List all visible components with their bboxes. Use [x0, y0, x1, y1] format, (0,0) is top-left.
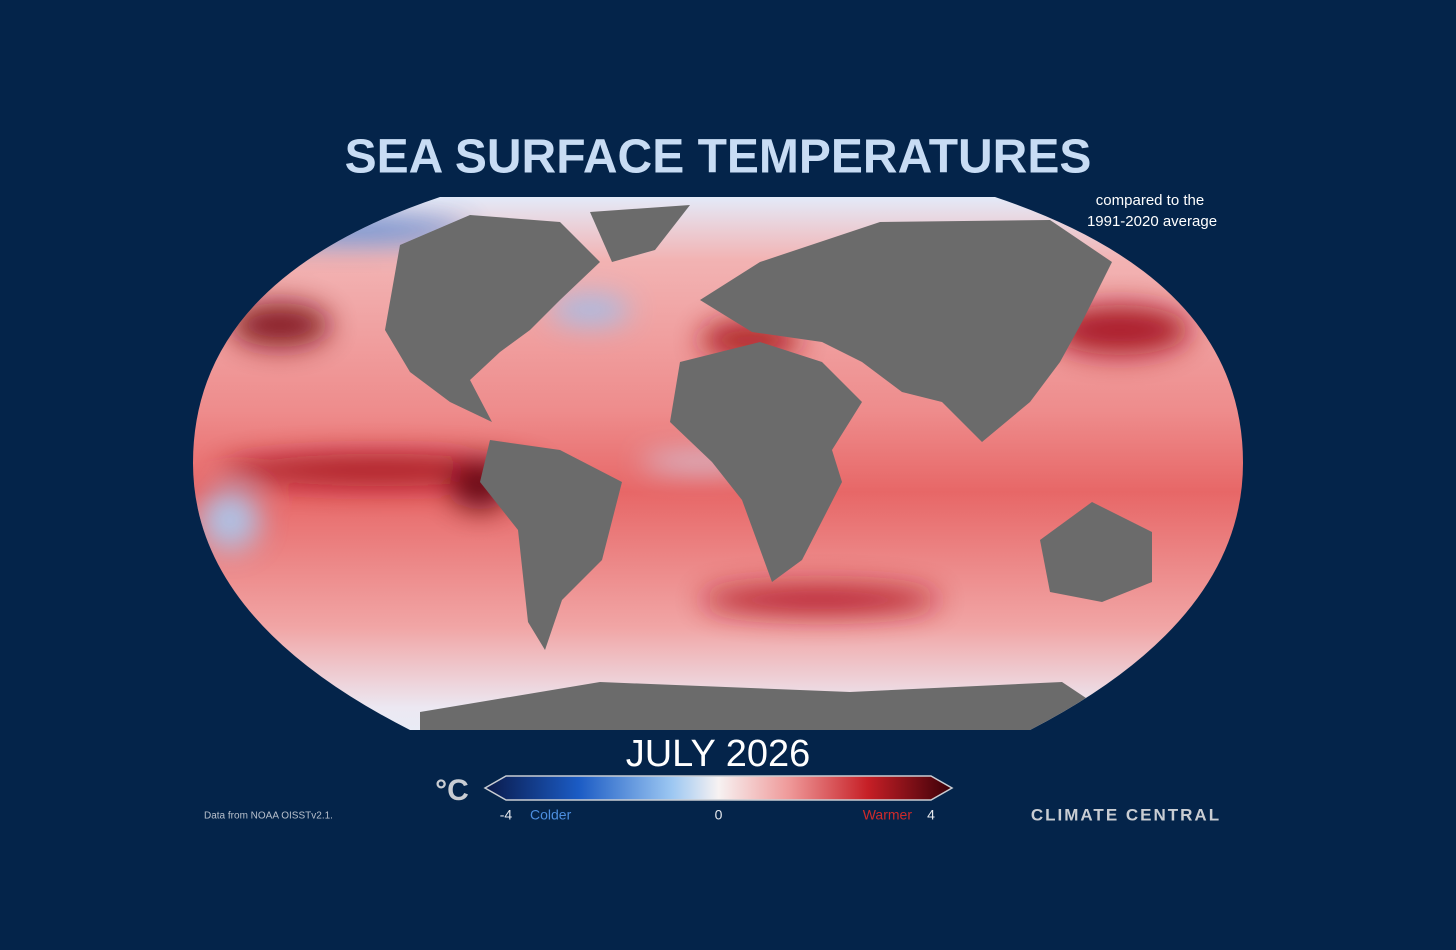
tick-label: -4: [500, 807, 513, 823]
brand: CLIMATE CENTRAL: [1031, 805, 1221, 824]
period: JULY 2026: [626, 733, 811, 775]
colder-label: Colder: [530, 807, 572, 823]
color-bar: [483, 775, 954, 801]
subtitle: 1991-2020 average: [1087, 213, 1217, 230]
title: SEA SURFACE TEMPERATURES: [345, 131, 1092, 184]
source: Data from NOAA OISSTv2.1.: [204, 811, 333, 822]
map: [193, 197, 1243, 730]
subtitle: compared to the: [1096, 192, 1204, 209]
warmer-label: Warmer: [863, 807, 913, 823]
tick-label: 0: [715, 807, 723, 823]
unit: °C: [435, 774, 469, 807]
land: [385, 205, 1152, 730]
tick-label: 4: [927, 807, 935, 823]
